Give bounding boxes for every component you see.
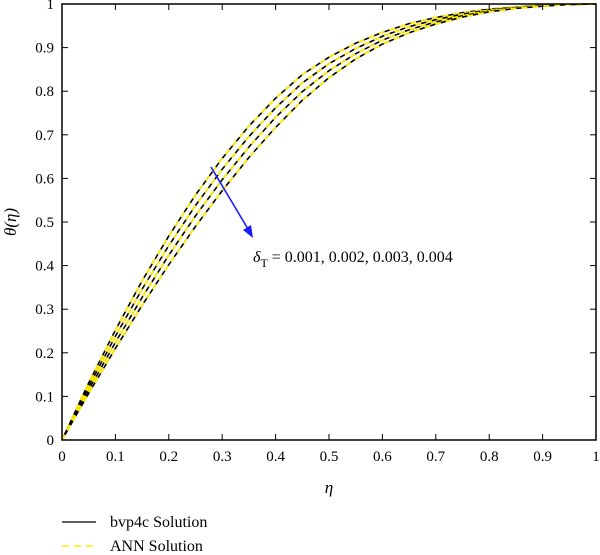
annotation-arrow-line xyxy=(210,166,249,230)
ann-curve-2 xyxy=(61,3,597,441)
y-axis-label: θ(η) xyxy=(1,208,20,236)
y-tick-label: 0.1 xyxy=(35,389,54,405)
y-tick-label: 0.8 xyxy=(35,84,54,100)
y-tick-label: 0.3 xyxy=(35,302,54,318)
y-tick-label: 0.7 xyxy=(35,128,54,144)
x-tick-label: 0.5 xyxy=(320,449,339,465)
y-tick-label: 0.5 xyxy=(35,215,54,231)
x-tick-label: 1 xyxy=(592,449,600,465)
legend-label-bvp4c: bvp4c Solution xyxy=(110,514,207,531)
x-tick-label: 0.1 xyxy=(106,449,125,465)
y-tick-label: 0.6 xyxy=(35,171,54,187)
y-tick-label: 0 xyxy=(47,433,55,449)
ticks-layer: 0 0.1 0.2 0.3 0.4 0.5 0.6 0.7 0.8 0.9 1 0 0.1 0.2 0.3 0… xyxy=(35,0,600,465)
x-tick-label: 0.8 xyxy=(480,449,499,465)
annotation-subscript: T xyxy=(260,256,268,270)
x-tick-label: 0.9 xyxy=(533,449,552,465)
legend: bvp4c Solution ANN Solution xyxy=(62,514,207,555)
x-tick-label: 0.3 xyxy=(213,449,232,465)
annotation-text: δT = 0.001, 0.002, 0.003, 0.004 xyxy=(253,249,453,270)
x-axis-label: η xyxy=(325,478,333,497)
bvp4c-curve-4 xyxy=(61,3,597,441)
annotation-values: = 0.001, 0.002, 0.003, 0.004 xyxy=(268,249,453,266)
x-tick-label: 0.4 xyxy=(266,449,285,465)
legend-label-ann: ANN Solution xyxy=(110,538,203,555)
delta-annotation: δT = 0.001, 0.002, 0.003, 0.004 xyxy=(210,166,453,270)
y-tick-label: 1 xyxy=(47,0,55,13)
arrow-head-icon xyxy=(243,225,253,238)
ann-curve-3 xyxy=(61,3,597,441)
plot-frame xyxy=(61,3,597,441)
y-tick-label: 0.2 xyxy=(35,346,54,362)
x-tick-label: 0.2 xyxy=(159,449,178,465)
x-tick-label: 0.6 xyxy=(373,449,392,465)
ann-curve-1 xyxy=(61,3,597,441)
bvp4c-curve-1 xyxy=(61,3,597,441)
bvp4c-curve-3 xyxy=(61,3,597,441)
bvp4c-curve-2 xyxy=(61,3,597,441)
y-tick-label: 0.9 xyxy=(35,41,54,57)
y-tick-label: 0.4 xyxy=(35,259,54,275)
x-tick-label: 0 xyxy=(58,449,66,465)
ann-curve-4 xyxy=(61,3,597,441)
x-tick-label: 0.7 xyxy=(426,449,445,465)
annotation-symbol: δ xyxy=(253,249,261,266)
curves-layer xyxy=(61,3,597,441)
